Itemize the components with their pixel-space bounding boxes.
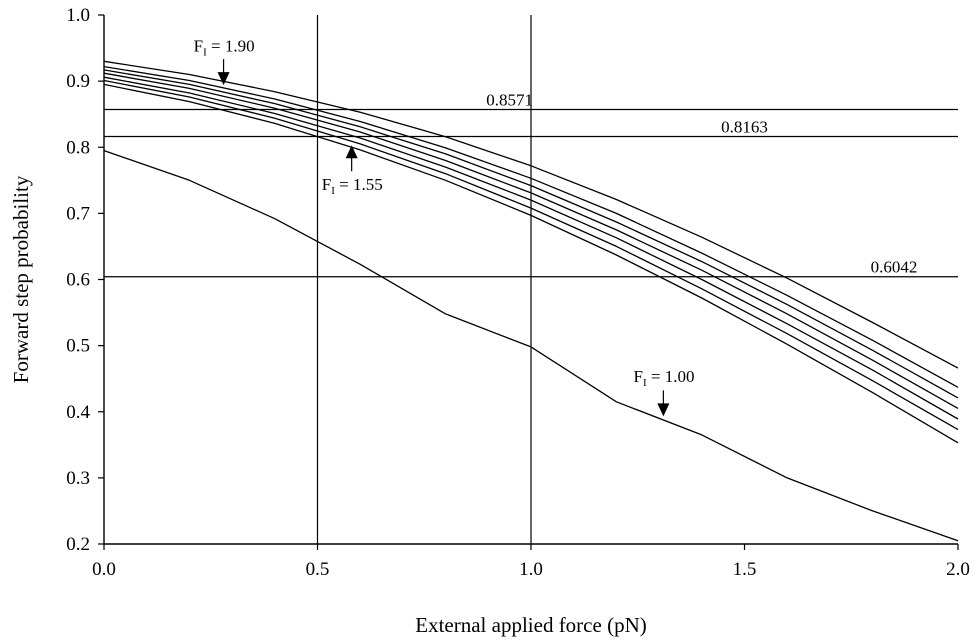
annotation-arrow-head-1 (345, 145, 358, 159)
y-axis-title: Forward step probability (9, 175, 33, 383)
x-tick-label-0: 0.0 (92, 559, 116, 580)
gridlines-layer (316, 15, 532, 544)
annotation-label-2: FI = 1.00 (633, 367, 694, 389)
annotation-arrow-head-2 (657, 403, 670, 417)
y-tick-label-4: 0.6 (66, 270, 90, 291)
reference-line-label-1: 0.8163 (721, 117, 768, 136)
x-tick-label-2: 1.0 (519, 559, 543, 580)
series-line-6 (103, 83, 959, 444)
y-tick-label-2: 0.4 (66, 402, 90, 423)
ticks-layer: 0.2 0.3 0.4 0.5 0.6 0.7 0.8 0.9 1.0 0.0 0.5 1.0 1.5 2… (66, 5, 970, 580)
y-tick-label-3: 0.5 (66, 336, 90, 357)
y-tick-label-6: 0.8 (66, 137, 90, 158)
annotation-arrow-head-0 (217, 72, 230, 86)
series-line-0 (103, 60, 959, 369)
x-tick-label-3: 1.5 (733, 559, 757, 580)
series-line-3 (103, 72, 959, 409)
x-axis-title: External applied force (pN) (415, 613, 646, 637)
y-tick-label-0: 0.2 (66, 534, 90, 555)
series-line-1 (103, 65, 959, 388)
reference-line-label-0: 0.8571 (486, 90, 533, 109)
annotations-layer: FI = 1.90 FI = 1.55 FI = 1.00 (194, 36, 694, 417)
y-tick-label-1: 0.3 (66, 468, 90, 489)
x-tick-label-1: 0.5 (306, 559, 330, 580)
y-tick-label-7: 0.9 (66, 71, 90, 92)
series-layer (103, 60, 959, 542)
annotation-label-1: FI = 1.55 (322, 175, 383, 197)
y-tick-label-5: 0.7 (66, 203, 90, 224)
y-tick-label-8: 1.0 (66, 5, 90, 26)
annotation-label-0: FI = 1.90 (194, 36, 255, 58)
series-line-5 (103, 79, 959, 431)
series-line-4 (103, 76, 959, 420)
series-line-2 (103, 69, 959, 399)
reference-line-label-2: 0.6042 (871, 258, 918, 277)
x-tick-label-4: 2.0 (946, 559, 970, 580)
series-line-7 (103, 149, 959, 542)
